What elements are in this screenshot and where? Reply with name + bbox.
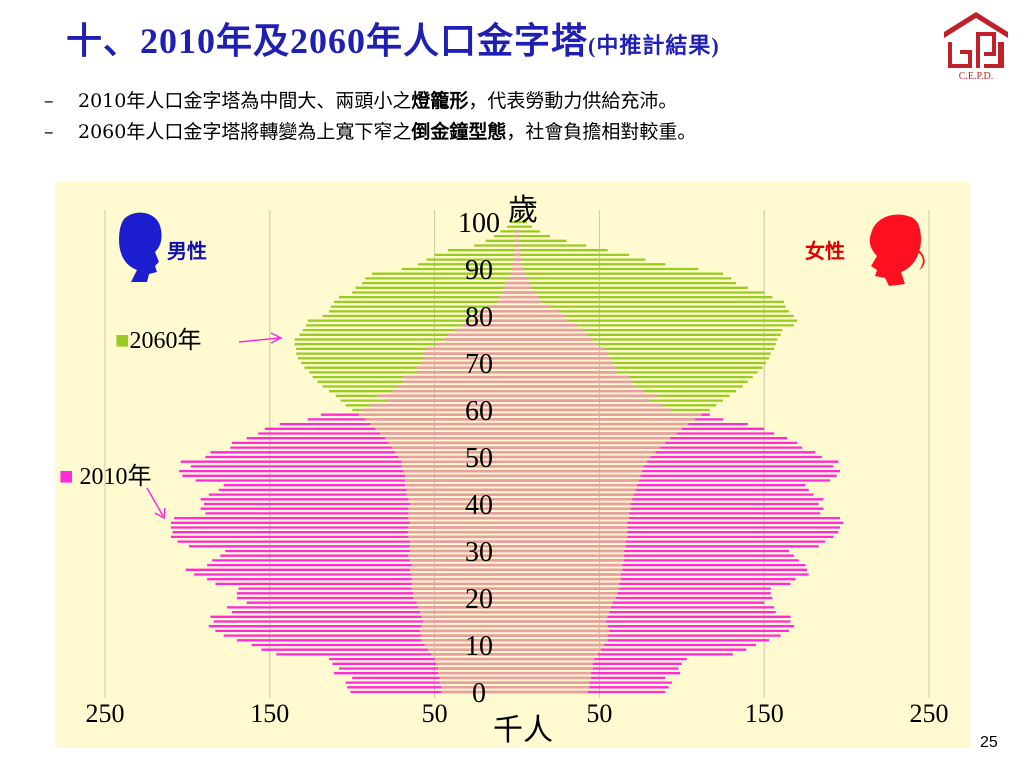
y-tick-label: 10 [465, 631, 493, 662]
x-tick-label: 50 [586, 699, 612, 728]
female-head-shape [869, 214, 921, 286]
chart-grid [104, 210, 930, 698]
y-tick-label: 80 [465, 302, 493, 333]
x-tick-label: 50 [422, 699, 448, 728]
bullet-list: – 2010年人口金字塔為中間大、兩頭小之燈籠形，代表勞動力供給充沛。 – 2060… [44, 86, 696, 148]
y-tick-label: 30 [465, 537, 493, 568]
legend-text: 2010年 [74, 463, 152, 490]
male-head-icon [119, 212, 162, 282]
title-sub: (中推計結果) [588, 33, 720, 58]
x-tick-label: 150 [250, 699, 289, 728]
y-tick-label: 0 [472, 678, 486, 709]
bullet-bold: 燈籠形 [411, 90, 469, 112]
bullet-text-end: ，代表勞動力供給充沛。 [468, 90, 678, 112]
series-2010-bars [170, 230, 844, 694]
chart-labels: 歲 千人 男性 女性 ■2060年 ■ 2010年 [59, 194, 925, 747]
title-main: 十、2010年及2060年人口金字塔 [66, 21, 589, 61]
legend-swatch: ■ [115, 328, 130, 354]
male-label: 男性 [167, 240, 207, 263]
legend-swatch: ■ [59, 464, 74, 490]
y-tick-label: 90 [465, 255, 493, 286]
x-tick-label: 150 [745, 699, 784, 728]
x-tick-label: 250 [910, 699, 949, 728]
y-tick-label: 70 [465, 349, 493, 380]
female-hair-curl [913, 246, 925, 270]
y-axis-label: 歲 [508, 194, 538, 227]
bullet-text-end: ，社會負擔相對較重。 [506, 121, 697, 143]
legend-2060-arrow [238, 332, 283, 344]
population-pyramid-chart: 歲 千人 男性 女性 ■2060年 ■ 2010年 01020304050607… [59, 194, 949, 747]
bullet-dash: – [44, 90, 54, 112]
axis-ticks: 0 10 20 30 40 50 60 70 80 90 100 250 150 50 50 150 250 [86, 208, 949, 728]
bullet-item: – 2060年人口金字塔將轉變為上寬下窄之倒金鐘型態，社會負擔相對較重。 [44, 117, 696, 148]
chart-area: 歲 千人 男性 女性 ■2060年 ■ 2010年 0 10 20 30 40 50 60 7… [55, 182, 970, 748]
x-axis-label: 千人 [493, 714, 553, 747]
y-tick-label: 20 [465, 584, 493, 615]
legend-text: 2060年 [130, 327, 202, 354]
legend-2010-arrow [146, 487, 166, 520]
bullet-item: – 2010年人口金字塔為中間大、兩頭小之燈籠形，代表勞動力供給充沛。 [44, 86, 696, 117]
bullet-dash: – [44, 121, 54, 143]
logo-text: C.E.P.D. [959, 71, 993, 82]
x-tick-label: 250 [86, 699, 125, 728]
female-label: 女性 [805, 239, 845, 263]
cepd-logo-icon: C.E.P.D. [944, 12, 1008, 82]
legend-2010: ■ 2010年 [59, 463, 152, 490]
page-title: 十、2010年及2060年人口金字塔(中推計結果) [66, 12, 720, 64]
page-number: 25 [980, 734, 998, 751]
y-tick-label: 50 [465, 443, 493, 474]
bullet-bold: 倒金鐘型態 [411, 121, 507, 143]
female-head-icon [869, 214, 925, 286]
y-tick-label: 40 [465, 490, 493, 521]
male-head-shape [119, 212, 162, 282]
y-tick-label: 60 [465, 396, 493, 427]
y-tick-label: 100 [458, 208, 500, 239]
bullet-text: 2010年人口金字塔為中間大、兩頭小之 [78, 90, 412, 112]
legend-2060: ■2060年 [115, 327, 202, 354]
bullet-text: 2060年人口金字塔將轉變為上寬下窄之 [78, 121, 412, 143]
